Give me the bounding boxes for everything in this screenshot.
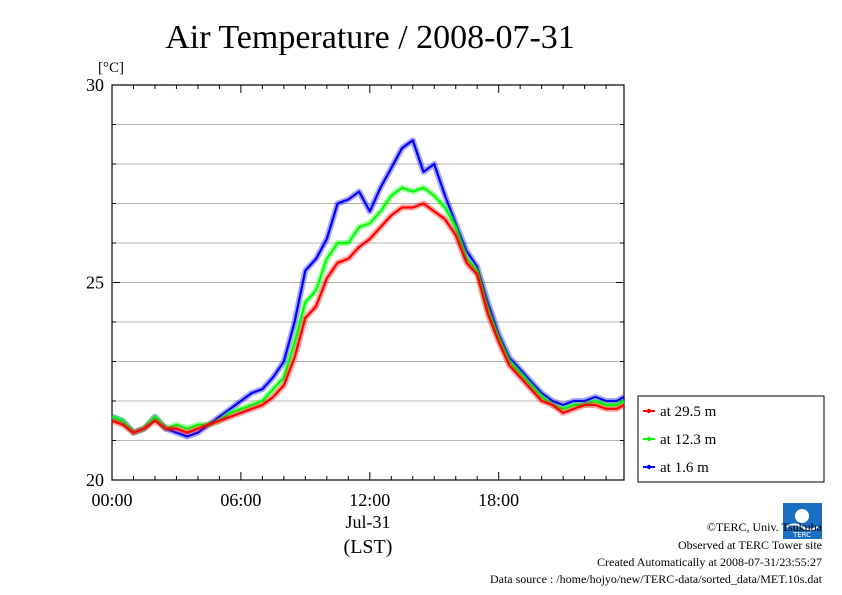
logo-wave-icon bbox=[786, 523, 819, 531]
x-tick-label: 12:00 bbox=[349, 490, 390, 510]
y-axis: 30 25 20 bbox=[86, 75, 624, 490]
site-text: Observed at TERC Tower site bbox=[678, 538, 822, 552]
created-text: Created Automatically at 2008-07-31/23:5… bbox=[597, 555, 822, 569]
series-lines bbox=[110, 137, 626, 440]
legend-marker bbox=[646, 408, 652, 414]
terc-logo: TERC bbox=[783, 503, 822, 539]
series-line bbox=[111, 139, 625, 438]
legend-label: at 12.3 m bbox=[660, 432, 717, 448]
legend-label: at 1.6 m bbox=[660, 460, 709, 476]
x-tick-label: 00:00 bbox=[91, 490, 132, 510]
x-tick-label: 18:00 bbox=[478, 490, 519, 510]
legend-box bbox=[637, 395, 825, 483]
y-tick-label: 20 bbox=[86, 470, 104, 490]
x-axis: 00:00 06:00 12:00 18:00 bbox=[91, 85, 607, 510]
source-text: Data source : /home/hojyo/new/TERC-data/… bbox=[490, 572, 823, 586]
legend-label: at 29.5 m bbox=[660, 404, 717, 420]
series-line bbox=[111, 186, 625, 434]
date-label: Jul-31 bbox=[346, 512, 391, 532]
x-tick-label: 06:00 bbox=[220, 490, 261, 510]
chart-title: Air Temperature / 2008-07-31 bbox=[165, 19, 575, 56]
y-unit-label: [°C] bbox=[98, 60, 124, 76]
series-band bbox=[110, 137, 626, 440]
time-zone-label: (LST) bbox=[344, 536, 393, 558]
copyright-text: ©TERC, Univ. Tsukuba bbox=[707, 520, 823, 534]
logo-drop-icon bbox=[795, 509, 809, 523]
grid-lines bbox=[112, 124, 624, 441]
legend-marker bbox=[646, 436, 652, 442]
series-line bbox=[111, 202, 625, 434]
y-tick-label: 30 bbox=[86, 75, 104, 95]
legend-marker bbox=[646, 464, 652, 470]
legend: at 29.5 m at 12.3 m at 1.6 m bbox=[637, 395, 825, 483]
logo-text: TERC bbox=[792, 531, 811, 539]
y-tick-label: 25 bbox=[86, 273, 104, 293]
